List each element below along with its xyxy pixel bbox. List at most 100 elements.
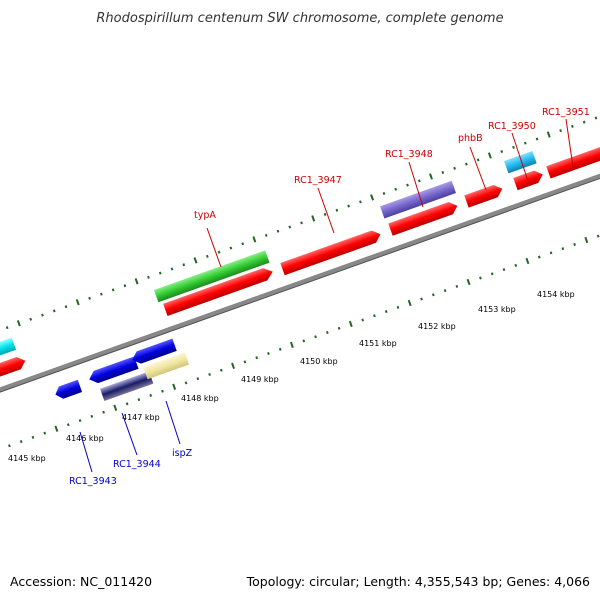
- minor-tick: [43, 431, 47, 435]
- scale-label: 4145 kbp: [8, 454, 46, 463]
- minor-tick: [5, 326, 9, 330]
- minor-tick: [559, 129, 562, 133]
- minor-tick: [29, 317, 33, 321]
- reverse-cds-track: [55, 338, 177, 399]
- minor-tick: [149, 393, 153, 397]
- minor-tick: [217, 250, 221, 254]
- minor-tick: [111, 288, 115, 292]
- minor-tick: [255, 356, 259, 360]
- minor-tick: [229, 246, 233, 250]
- minor-tick: [512, 145, 515, 149]
- chromosome-backbone-shade: [0, 164, 600, 407]
- map-band: [0, 116, 600, 448]
- major-tick: [289, 341, 294, 349]
- minor-tick: [537, 255, 541, 259]
- cyan-feature: [0, 337, 17, 364]
- minor-tick: [573, 242, 576, 246]
- minor-tick: [300, 221, 303, 225]
- upper-tick-row: [5, 116, 598, 330]
- navy-feature: [100, 371, 154, 402]
- minor-tick: [523, 141, 527, 145]
- minor-tick: [431, 293, 435, 297]
- map-title: Rhodospirillum centenum SW chromosome, c…: [96, 11, 503, 26]
- minor-tick: [8, 444, 11, 448]
- major-tick: [311, 215, 316, 222]
- minor-tick: [99, 292, 103, 296]
- minor-tick: [490, 272, 494, 276]
- minor-tick: [41, 313, 44, 317]
- minor-tick: [182, 263, 186, 267]
- minor-tick: [359, 200, 362, 204]
- major-tick: [584, 236, 589, 244]
- minor-tick: [361, 318, 365, 322]
- accession-text: Accession: NC_011420: [10, 574, 152, 589]
- gene-label: RC1_3943: [69, 476, 117, 487]
- major-tick: [113, 404, 118, 411]
- cds-arrow: [0, 356, 26, 384]
- minor-tick: [52, 309, 56, 313]
- minor-tick: [66, 423, 70, 427]
- purple-feature: [380, 180, 456, 219]
- minor-tick: [443, 289, 447, 293]
- minor-tick: [31, 435, 35, 439]
- minor-tick: [476, 158, 480, 162]
- minor-tick: [147, 275, 150, 279]
- chromosome-backbone: [0, 160, 600, 407]
- minor-tick: [158, 271, 162, 275]
- minor-tick: [465, 162, 468, 166]
- minor-tick: [420, 297, 423, 301]
- minor-tick: [382, 191, 386, 195]
- minor-tick: [208, 372, 211, 376]
- minor-tick: [396, 305, 400, 309]
- minor-tick: [582, 120, 586, 124]
- minor-tick: [571, 124, 574, 128]
- leader-lines-lower: [79, 400, 181, 473]
- major-tick: [54, 425, 59, 432]
- minor-tick: [535, 137, 539, 141]
- major-tick: [348, 320, 353, 328]
- scale-label: 4150 kbp: [300, 357, 338, 366]
- minor-tick: [123, 284, 127, 288]
- minor-tick: [394, 187, 398, 191]
- minor-tick: [241, 242, 245, 246]
- gene-label: typA: [194, 210, 216, 221]
- gene-label: RC1_3944: [113, 459, 161, 470]
- scale-label: 4148 kbp: [181, 394, 219, 403]
- minor-tick: [453, 166, 456, 170]
- minor-tick: [337, 326, 341, 330]
- minor-tick: [219, 368, 223, 372]
- gene-labels-upper: typA RC1_3947 RC1_3948 phbB RC1_3950 RC1…: [194, 107, 590, 221]
- minor-tick: [514, 263, 518, 267]
- gene-labels-lower: RC1_3943 RC1_3944 ispZ: [69, 448, 193, 487]
- yellow-feature: [143, 352, 190, 380]
- lower-feature-track: [100, 352, 190, 402]
- minor-tick: [137, 398, 141, 402]
- cds-arrow: [89, 356, 139, 384]
- major-tick: [252, 236, 257, 243]
- minor-tick: [267, 351, 270, 356]
- scale-label: 4149 kbp: [241, 375, 279, 384]
- minor-tick: [302, 339, 306, 343]
- minor-tick: [64, 305, 68, 309]
- major-tick: [172, 383, 177, 390]
- minor-tick: [417, 179, 421, 183]
- minor-tick: [314, 335, 317, 339]
- scale-labels: 4145 kbp 4146 kbp 4147 kbp 4148 kbp 4149…: [8, 290, 575, 463]
- scale-label: 4153 kbp: [478, 305, 516, 314]
- major-tick: [370, 194, 375, 201]
- green-feature: [154, 250, 270, 303]
- minor-tick: [479, 276, 482, 280]
- minor-tick: [596, 234, 600, 238]
- scale-label: 4152 kbp: [418, 322, 456, 331]
- major-tick: [429, 173, 433, 180]
- cds-arrow: [546, 143, 600, 179]
- minor-tick: [264, 233, 268, 237]
- gene-label: phbB: [458, 133, 483, 144]
- minor-tick: [170, 267, 174, 271]
- minor-tick: [500, 150, 504, 154]
- minor-tick: [78, 419, 82, 423]
- gene-label: RC1_3950: [488, 121, 536, 132]
- cds-arrow: [55, 379, 83, 399]
- gene-label: RC1_3951: [542, 107, 590, 118]
- minor-tick: [88, 296, 91, 300]
